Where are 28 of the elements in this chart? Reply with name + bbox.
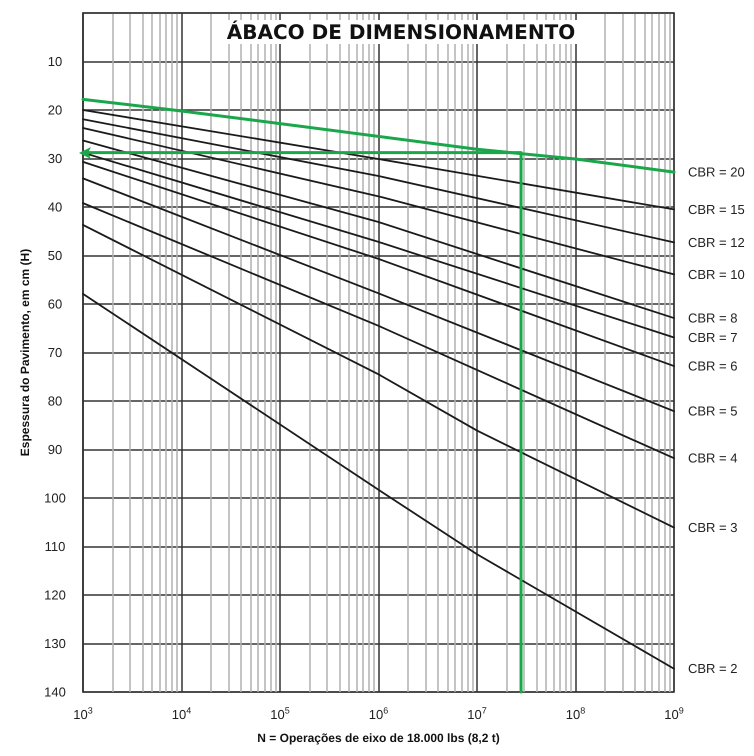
y-tick-label: 120 xyxy=(44,588,66,602)
series-label: CBR = 20 xyxy=(688,164,745,180)
y-tick-label: 60 xyxy=(48,296,62,312)
series-label: CBR = 5 xyxy=(688,404,738,419)
y-tick-label: 80 xyxy=(48,394,62,408)
y-tick-label: 100 xyxy=(44,490,66,506)
y-tick-label: 50 xyxy=(48,248,62,263)
y-tick-label: 30 xyxy=(48,151,62,166)
x-axis-title: N = Operações de eixo de 18.000 lbs (8,2 t) xyxy=(257,731,500,745)
y-tick-label: 40 xyxy=(48,200,62,214)
series-label: CBR = 4 xyxy=(688,450,738,466)
series-label: CBR = 2 xyxy=(688,661,738,676)
y-tick-label: 90 xyxy=(48,442,62,457)
y-tick-label: 10 xyxy=(48,54,62,69)
y-tick-label: 130 xyxy=(44,636,66,651)
y-tick-label: 20 xyxy=(48,102,62,118)
series-label: CBR = 15 xyxy=(688,202,745,217)
chart-title: ÁBACO DE DIMENSIONAMENTO xyxy=(226,20,576,44)
series-label: CBR = 8 xyxy=(688,310,738,326)
y-tick-label: 70 xyxy=(48,345,62,360)
y-tick-label: 140 xyxy=(44,684,66,700)
series-label: CBR = 10 xyxy=(688,266,745,282)
series-label: CBR = 7 xyxy=(688,330,738,345)
y-tick-label: 110 xyxy=(44,539,66,554)
series-label: CBR = 12 xyxy=(688,234,745,250)
y-axis-title: Espessura do Pavimento, em cm (H) xyxy=(18,248,32,456)
series-label: CBR = 6 xyxy=(688,358,738,374)
series-label: CBR = 3 xyxy=(688,520,738,536)
